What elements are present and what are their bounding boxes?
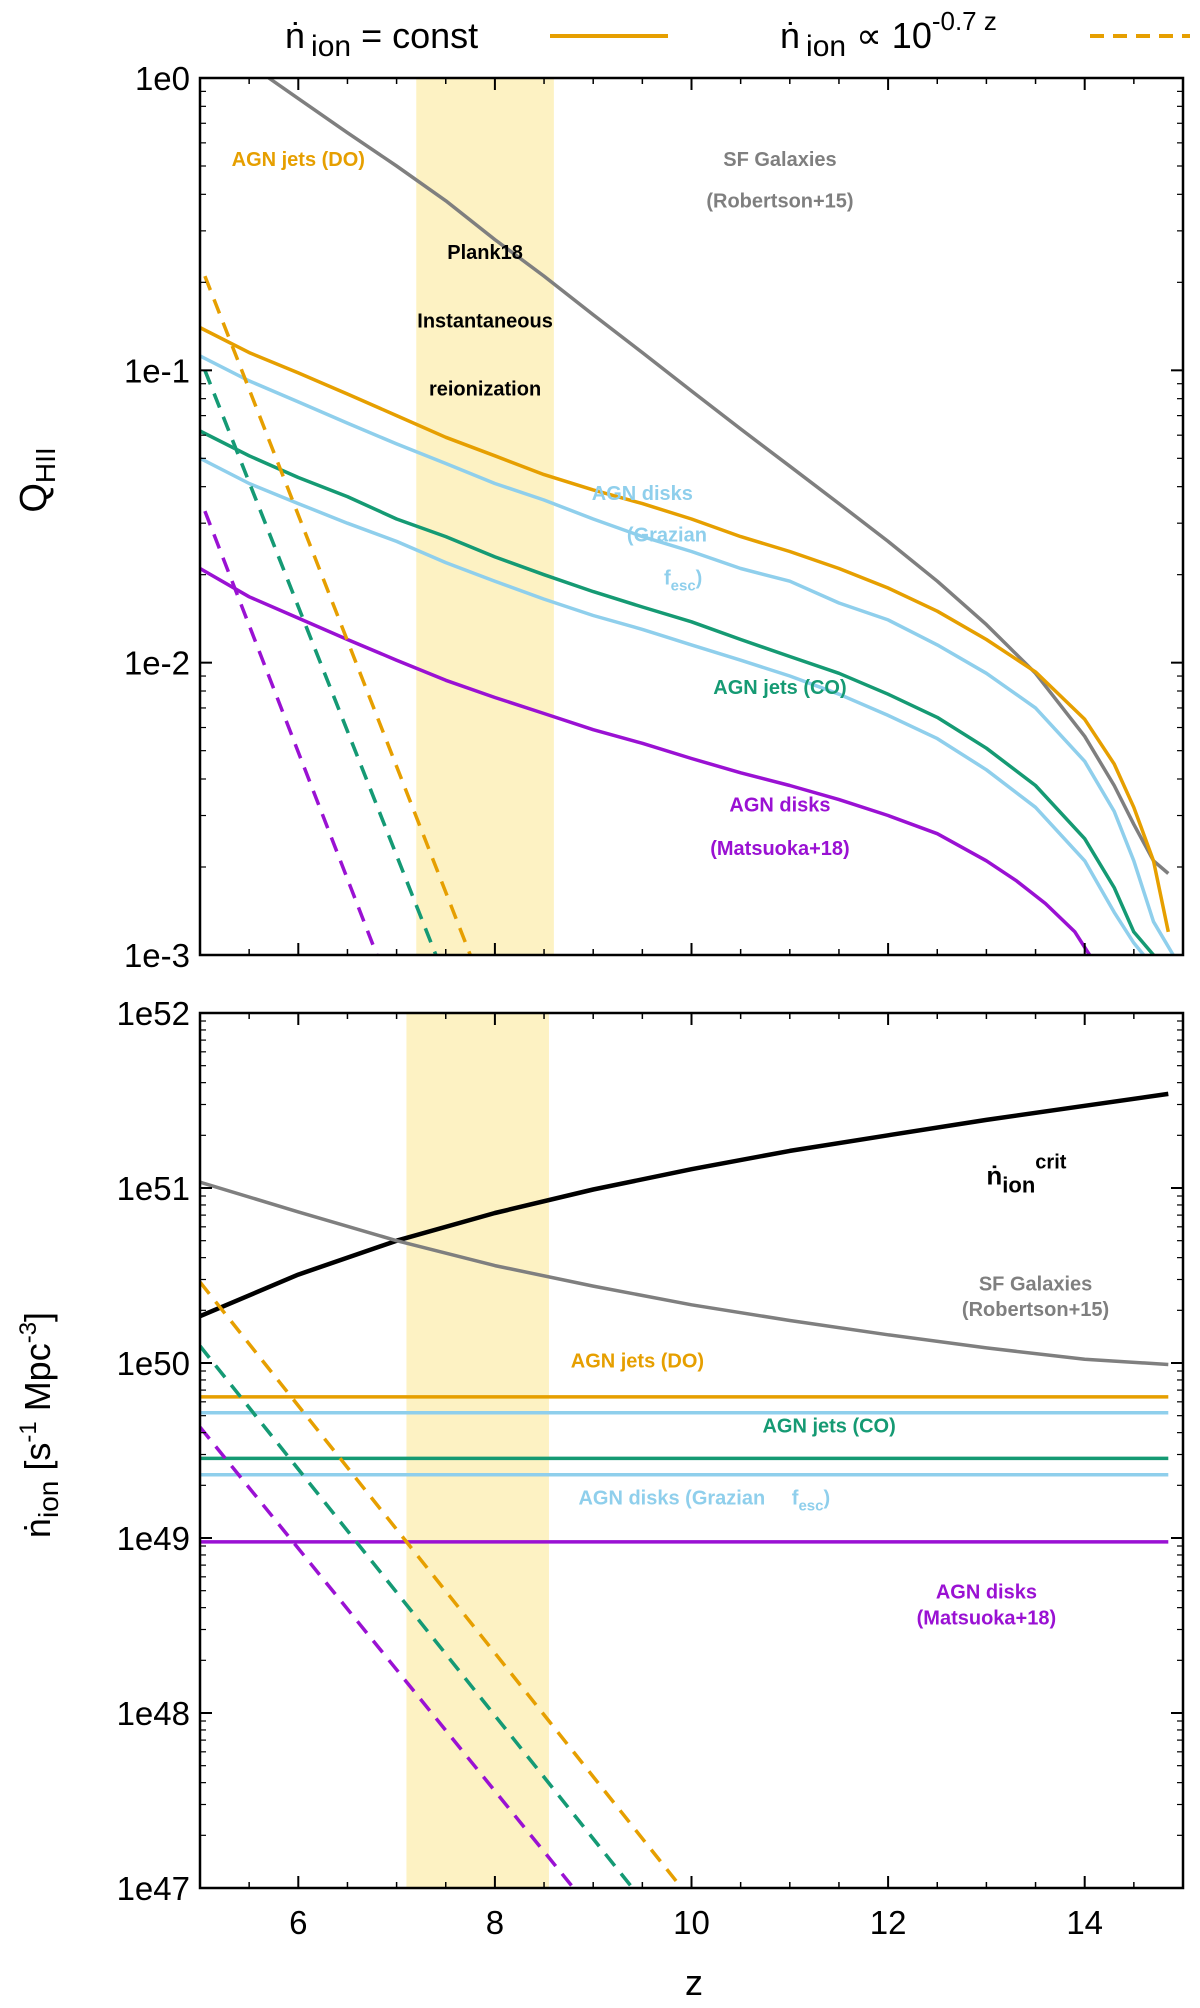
top-fesc-close: ) bbox=[696, 568, 703, 590]
bottom-fesc-label: fesc) bbox=[792, 1488, 830, 1515]
bot-y-tick-label-0: 1e47 bbox=[117, 1870, 190, 1907]
legend-const-rest: = const bbox=[351, 15, 478, 56]
bot-annotation-1: (Robertson+15) bbox=[962, 1299, 1109, 1321]
top-annotation-6: AGN disks bbox=[592, 483, 693, 505]
x-tick-label-2: 10 bbox=[673, 1904, 710, 1941]
bottom-series bbox=[200, 1091, 1169, 1888]
top-y-tick-label-3: 1e0 bbox=[135, 60, 190, 97]
legend-exp-label: ṅ ion ∝ 10-0.7 z bbox=[780, 6, 997, 63]
top-annotation-3: Plank18 bbox=[447, 242, 523, 264]
top-y-tick-label-1: 1e-2 bbox=[124, 645, 190, 682]
top-fesc-main: f bbox=[664, 568, 671, 590]
top-series-line-2 bbox=[200, 354, 1175, 955]
crit-main: ṅ bbox=[986, 1160, 1002, 1190]
bottom-fesc-sub: esc bbox=[798, 1498, 823, 1515]
top-series-line-0 bbox=[267, 78, 1170, 875]
crit-sup: crit bbox=[1035, 1151, 1066, 1173]
bot-y-tick-label-5: 1e52 bbox=[117, 995, 190, 1032]
crit-label: ṅioncrit bbox=[986, 1151, 1066, 1197]
panel-top: 1e-3 1e-2 1e-1 1e0 AGN jets (DO) SF Galaxies… bbox=[13, 60, 1185, 974]
x-tick-label-0: 6 bbox=[289, 1904, 307, 1941]
legend-const-sub: ion bbox=[311, 30, 351, 63]
top-series-line-6 bbox=[203, 275, 472, 955]
top-series-line-1 bbox=[200, 326, 1171, 933]
legend-exp-sub: ion bbox=[806, 30, 846, 63]
top-shaded-band bbox=[416, 78, 554, 955]
bottom-ticks: 6 8 10 12 14 1e47 1e48 1e49 1e50 1e51 1e52 bbox=[117, 995, 1184, 1941]
top-series-line-3 bbox=[200, 429, 1155, 955]
bot-series-line-9 bbox=[200, 1344, 634, 1888]
bottom-y-axis-label: ṅion [s-1 Mpc-3] bbox=[15, 1312, 64, 1538]
crit-sub: ion bbox=[1002, 1172, 1035, 1197]
bot-y-tick-label-2: 1e49 bbox=[117, 1520, 190, 1557]
top-y-axis-label: QHII bbox=[13, 447, 61, 512]
legend: ṅ ion = const ṅ ion ∝ 10-0.7 z bbox=[285, 6, 1190, 63]
bottom-ylabel-sup1: -1 bbox=[15, 1421, 42, 1442]
bottom-annotations: SF Galaxies (Robertson+15) AGN jets (DO) AG… bbox=[571, 1273, 1109, 1629]
top-annotation-0: AGN jets (DO) bbox=[232, 149, 365, 171]
legend-const-label: ṅ ion = const bbox=[285, 15, 478, 63]
x-tick-label-3: 12 bbox=[870, 1904, 907, 1941]
bottom-fesc-close: ) bbox=[823, 1488, 830, 1510]
bot-y-tick-label-3: 1e50 bbox=[117, 1345, 190, 1382]
top-annotation-2: (Robertson+15) bbox=[706, 191, 853, 213]
bot-annotation-4: AGN disks (Grazian bbox=[578, 1488, 765, 1510]
legend-exp-main: ṅ bbox=[780, 15, 800, 56]
top-y-tick-label-0: 1e-3 bbox=[124, 937, 190, 974]
top-annotations: AGN jets (DO) SF Galaxies (Robertson+15) Pl… bbox=[232, 149, 854, 860]
top-annotation-5: reionization bbox=[429, 379, 541, 401]
top-ticks: 1e-3 1e-2 1e-1 1e0 bbox=[124, 60, 1184, 974]
top-series-line-9 bbox=[203, 510, 379, 955]
bottom-ylabel-mid: Mpc bbox=[17, 1343, 58, 1421]
bottom-ylabel-unit: [s bbox=[17, 1443, 58, 1481]
bottom-ylabel-main: ṅ bbox=[17, 1518, 58, 1538]
top-annotation-9: AGN disks bbox=[729, 794, 830, 816]
bot-series-line-0 bbox=[200, 1091, 1169, 1319]
bot-series-line-1 bbox=[200, 1180, 1169, 1367]
top-annotation-4: Instantaneous bbox=[417, 311, 553, 333]
bottom-fesc-main: f bbox=[792, 1488, 799, 1510]
top-series bbox=[200, 78, 1175, 955]
top-plot-frame bbox=[198, 76, 1185, 957]
legend-exp-rest: ∝ 10 bbox=[846, 15, 932, 56]
x-tick-label-4: 14 bbox=[1066, 1904, 1103, 1941]
top-fesc-sub: esc bbox=[671, 578, 696, 595]
bot-annotation-0: SF Galaxies bbox=[979, 1273, 1092, 1295]
bot-y-tick-label-4: 1e51 bbox=[117, 1170, 190, 1207]
top-annotation-7: (Grazian bbox=[627, 524, 707, 546]
bot-annotation-5: AGN disks bbox=[936, 1582, 1037, 1604]
top-annotation-1: SF Galaxies bbox=[723, 149, 836, 171]
top-fesc-label: fesc) bbox=[664, 568, 702, 595]
legend-const-main: ṅ bbox=[285, 15, 305, 56]
bot-annotation-2: AGN jets (DO) bbox=[571, 1351, 704, 1373]
bottom-ylabel-sub: ion bbox=[33, 1481, 64, 1518]
bot-y-tick-label-1: 1e48 bbox=[117, 1695, 190, 1732]
bottom-ylabel-end: ] bbox=[17, 1312, 58, 1322]
bot-series-line-7 bbox=[200, 1281, 684, 1888]
top-annotation-10: (Matsuoka+18) bbox=[710, 838, 850, 860]
bot-annotation-3: AGN jets (CO) bbox=[762, 1416, 895, 1438]
top-series-line-4 bbox=[200, 456, 1146, 955]
top-ylabel-main: Q bbox=[13, 483, 55, 513]
bot-annotation-6: (Matsuoka+18) bbox=[917, 1608, 1057, 1630]
top-series-line-5 bbox=[200, 566, 1092, 955]
top-annotation-8: AGN jets (CO) bbox=[713, 677, 846, 699]
bottom-shaded-band bbox=[406, 1013, 549, 1888]
top-ylabel-sub: HII bbox=[30, 447, 61, 483]
x-tick-label-1: 8 bbox=[486, 1904, 504, 1941]
x-axis-label: z bbox=[685, 1962, 703, 2003]
bottom-ylabel-sup2: -3 bbox=[15, 1322, 42, 1343]
top-y-tick-label-2: 1e-1 bbox=[124, 352, 190, 389]
bottom-plot-frame bbox=[198, 1011, 1185, 1890]
legend-exp-sup: -0.7 z bbox=[932, 6, 997, 36]
panel-bottom: 6 8 10 12 14 1e47 1e48 1e49 1e50 1e51 1e52 SF Gala… bbox=[15, 995, 1185, 2003]
top-series-line-8 bbox=[203, 369, 438, 955]
